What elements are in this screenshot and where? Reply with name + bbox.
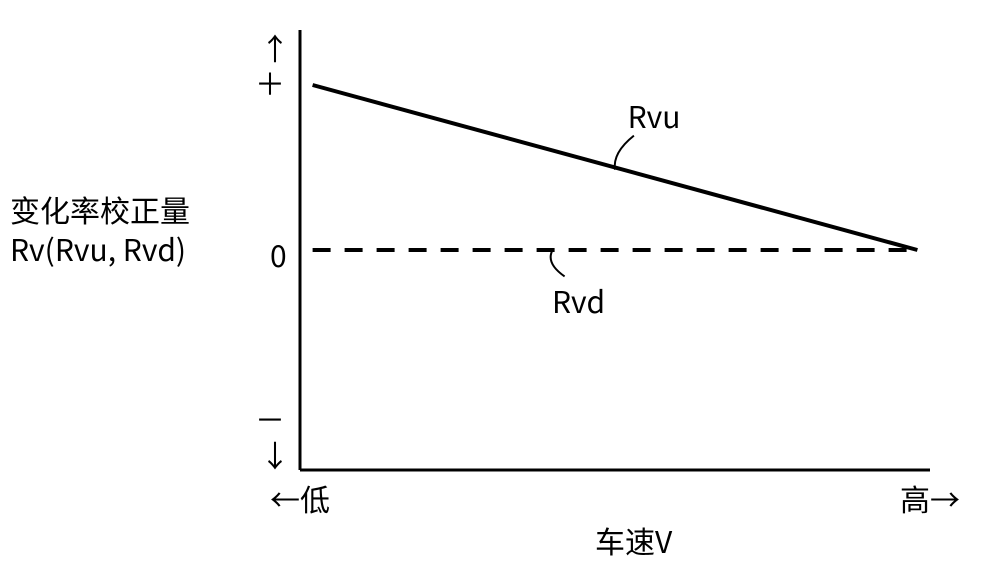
y-axis-down-arrow: ↓	[260, 432, 290, 476]
chart-container: 变化率校正量 Rv(Rvu, Rvd) ↑ ＋ 0 － ↓ ←低 高→ 车速V …	[0, 0, 1000, 579]
y-axis-label-line1: 变化率校正量	[10, 190, 190, 229]
series-label-rvu: Rvu	[628, 93, 681, 137]
y-axis-plus: ＋	[255, 60, 285, 104]
x-axis-label: 车速V	[595, 518, 672, 562]
annotation-leader-rvd	[551, 251, 565, 276]
y-axis-label-line2: Rv(Rvu, Rvd)	[10, 229, 190, 268]
y-axis-label: 变化率校正量 Rv(Rvu, Rvd)	[10, 190, 190, 268]
chart-svg	[0, 0, 1000, 579]
y-axis-zero: 0	[270, 232, 287, 276]
x-axis-low-label: ←低	[270, 476, 330, 520]
series-label-rvd: Rvd	[552, 278, 605, 322]
x-axis-high-label: 高→	[900, 476, 960, 520]
annotation-leader-rvu	[615, 136, 634, 170]
